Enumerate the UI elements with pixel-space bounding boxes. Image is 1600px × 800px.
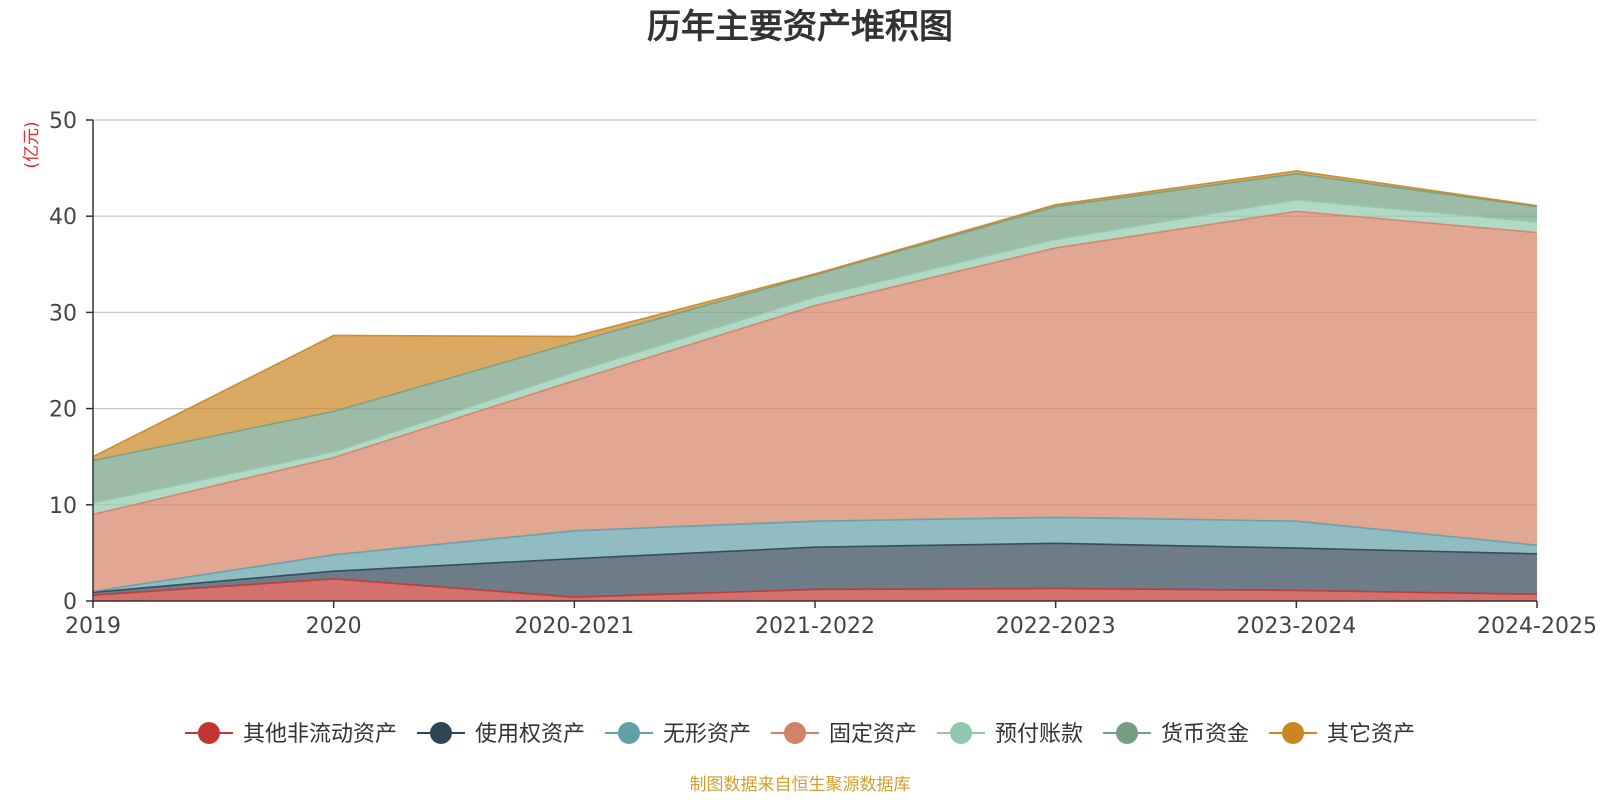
y-tick-label: 40 <box>49 205 77 230</box>
area-series-3 <box>93 517 1537 593</box>
x-tick-label: 2020 <box>306 614 362 639</box>
x-tick-label: 2023-2024 <box>1236 614 1356 639</box>
area-series-edge-4 <box>92 210 1538 516</box>
axes: 0 10 20 30 40 50 2019 2020 2020-2021 2021-2022 202… <box>49 109 1597 639</box>
area-series-edge-7 <box>92 170 1538 458</box>
y-tick-label: 10 <box>49 494 77 519</box>
legend-circle-symbol <box>429 722 452 744</box>
legend-circle-symbol <box>1282 722 1305 744</box>
x-tick-label: 2019 <box>65 614 121 639</box>
area-series-edge-2 <box>92 542 1538 594</box>
area-series-group <box>93 170 1537 601</box>
legend-circle-symbol <box>617 722 640 744</box>
legend: 其他非流动资产 使用权资产 无形资产 固定资产 预付账款 货币资金 其它资产 <box>184 722 1415 747</box>
x-tick-label: 2020-2021 <box>514 614 634 639</box>
area-series-4 <box>93 211 1537 592</box>
legend-circle-symbol <box>783 722 806 744</box>
legend-label: 预付账款 <box>995 722 1083 747</box>
chart-title: 历年主要资产堆积图 <box>647 7 953 47</box>
legend-item-6[interactable]: 货币资金 <box>1103 722 1249 747</box>
legend-label: 货币资金 <box>1161 722 1249 747</box>
y-tick-label: 50 <box>49 109 77 134</box>
x-tick-label: 2024-2025 <box>1477 614 1597 639</box>
area-series-edge-6 <box>92 173 1538 462</box>
legend-item-1[interactable]: 其他非流动资产 <box>184 722 397 747</box>
legend-label: 其他非流动资产 <box>243 722 397 747</box>
area-series-edge-5 <box>92 199 1538 504</box>
legend-item-3[interactable]: 无形资产 <box>604 722 751 747</box>
legend-label: 无形资产 <box>663 722 751 747</box>
x-tick-label: 2022-2023 <box>996 614 1116 639</box>
series-edge-lines <box>92 170 1538 598</box>
legend-label: 使用权资产 <box>475 722 585 747</box>
area-series-2 <box>93 543 1537 598</box>
legend-label: 固定资产 <box>829 722 917 747</box>
y-tick-label: 0 <box>63 590 77 615</box>
legend-item-2[interactable]: 使用权资产 <box>416 722 585 747</box>
y-tick-label: 30 <box>49 301 77 326</box>
legend-item-4[interactable]: 固定资产 <box>770 722 917 747</box>
legend-item-5[interactable]: 预付账款 <box>937 722 1083 747</box>
legend-circle-symbol <box>197 722 220 744</box>
area-series-edge-1 <box>92 578 1538 598</box>
y-tick-label: 20 <box>49 398 77 423</box>
y-axis-unit-label: (亿元) <box>22 121 42 168</box>
legend-circle-symbol <box>1116 722 1139 744</box>
legend-circle-symbol <box>950 722 973 744</box>
x-tick-label: 2021-2022 <box>755 614 875 639</box>
area-series-edge-3 <box>92 516 1538 593</box>
legend-label: 其它资产 <box>1327 722 1415 747</box>
data-source-note: 制图数据来自恒生聚源数据库 <box>690 775 911 795</box>
legend-item-7[interactable]: 其它资产 <box>1269 722 1415 747</box>
area-series-6 <box>93 173 1537 503</box>
